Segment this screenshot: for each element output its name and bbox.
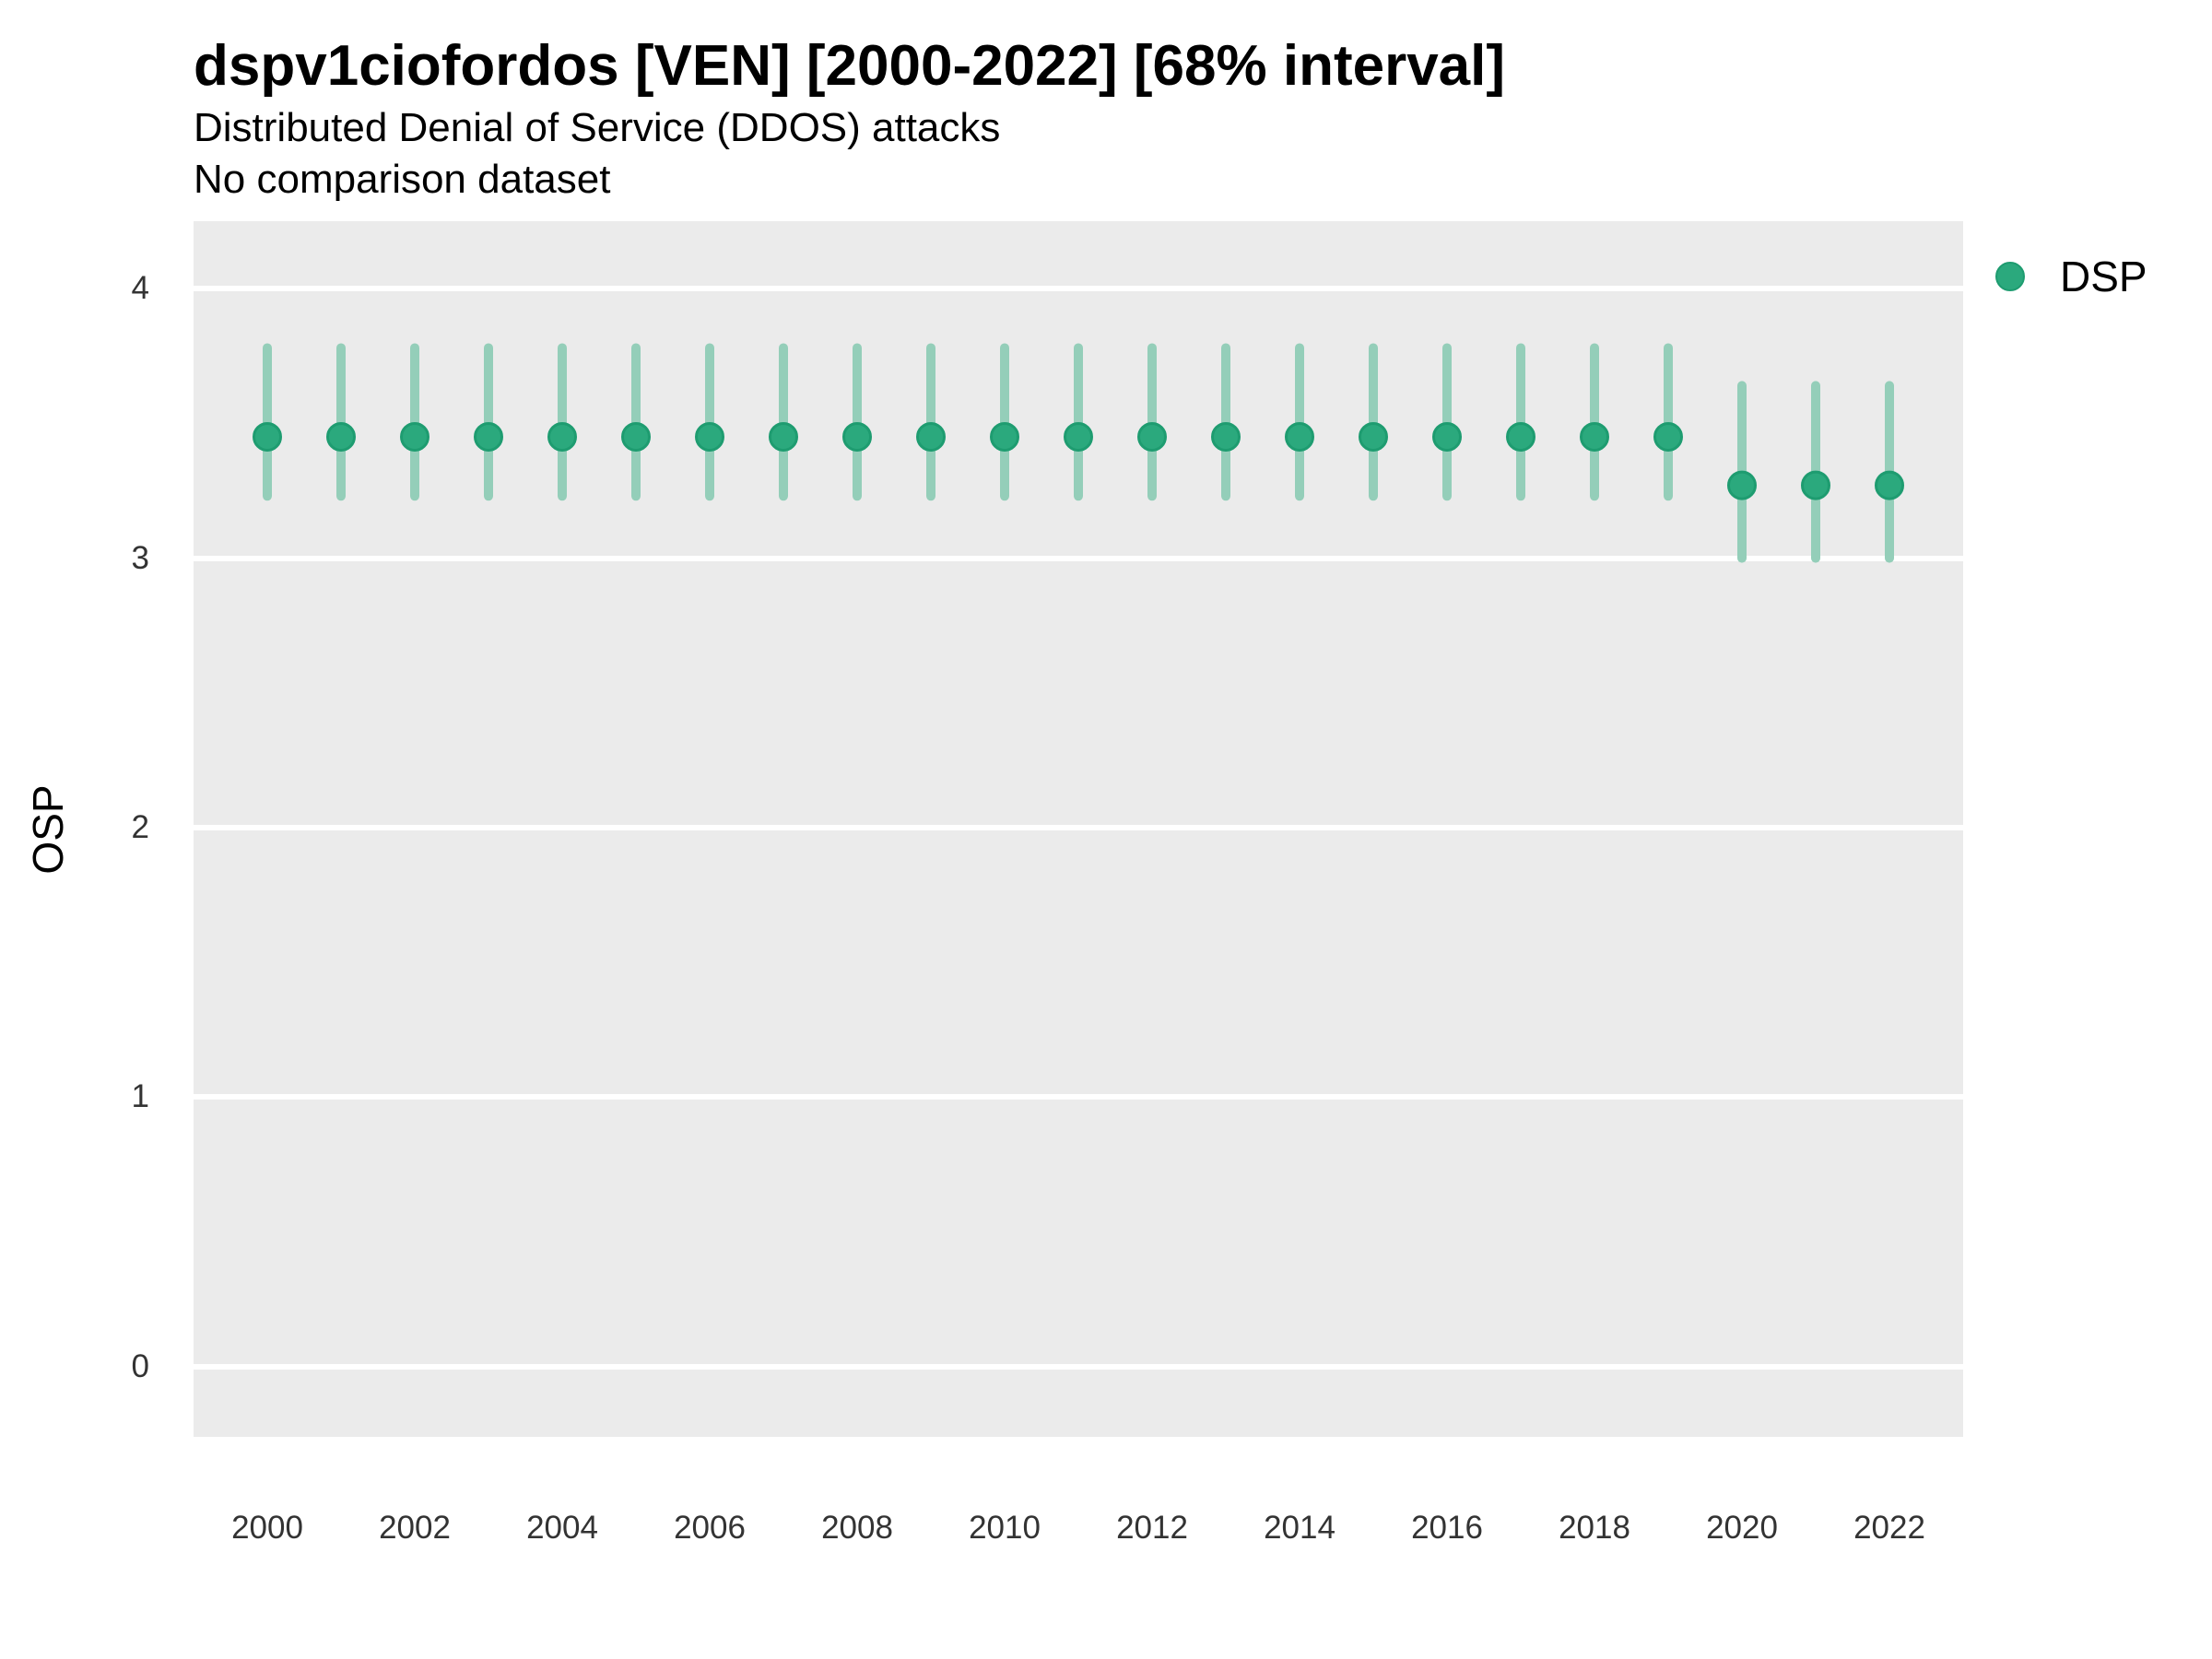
chart-title: dspv1ciofordos [VEN] [2000-2022] [68% in… <box>194 34 1506 98</box>
y-tick-label: 1 <box>131 1078 149 1115</box>
x-tick-label: 2018 <box>1559 1510 1630 1546</box>
gridline-y-1 <box>194 1094 1963 1100</box>
x-tick-label: 2012 <box>1116 1510 1188 1546</box>
y-tick-label: 2 <box>131 809 149 846</box>
point-marker-2003 <box>474 421 503 452</box>
y-tick-label: 4 <box>131 270 149 307</box>
point-marker-2005 <box>621 421 651 452</box>
point-marker-2019 <box>1653 421 1683 452</box>
point-marker-2002 <box>400 421 429 452</box>
gridline-y-0 <box>194 1363 1963 1370</box>
point-marker-2011 <box>1064 421 1093 452</box>
x-tick-label: 2016 <box>1411 1510 1483 1546</box>
point-marker-2020 <box>1727 470 1757 500</box>
point-marker-2008 <box>842 421 872 452</box>
x-tick-label: 2006 <box>674 1510 746 1546</box>
x-tick-label: 2004 <box>526 1510 598 1546</box>
point-marker-2000 <box>253 421 282 452</box>
point-marker-2010 <box>990 421 1019 452</box>
chart-subtitle: Distributed Denial of Service (DDOS) att… <box>194 105 1001 150</box>
gridline-y-3 <box>194 555 1963 561</box>
point-marker-2007 <box>769 421 798 452</box>
y-tick-label: 3 <box>131 539 149 576</box>
x-tick-label: 2010 <box>969 1510 1041 1546</box>
point-marker-2021 <box>1801 470 1830 500</box>
x-tick-label: 2020 <box>1706 1510 1778 1546</box>
point-marker-2013 <box>1211 421 1241 452</box>
point-marker-2012 <box>1137 421 1167 452</box>
pointrange-marks <box>253 343 1904 563</box>
gridline-y-4 <box>194 286 1963 292</box>
x-tick-label: 2022 <box>1853 1510 1925 1546</box>
point-marker-2016 <box>1432 421 1462 452</box>
chart-note: No comparison dataset <box>194 157 611 202</box>
x-tick-label: 2014 <box>1264 1510 1335 1546</box>
point-marker-2001 <box>326 421 356 452</box>
point-marker-2015 <box>1359 421 1388 452</box>
legend-series-label: DSP <box>2060 253 2147 300</box>
point-marker-2022 <box>1875 470 1904 500</box>
point-marker-2006 <box>695 421 724 452</box>
x-tick-label: 2008 <box>821 1510 893 1546</box>
plot-panel <box>194 221 1963 1437</box>
gridline-y-2 <box>194 825 1963 831</box>
point-marker-2018 <box>1580 421 1609 452</box>
point-marker-2004 <box>547 421 577 452</box>
y-tick-label: 0 <box>131 1347 149 1384</box>
point-marker-2009 <box>916 421 946 452</box>
point-marker-2017 <box>1506 421 1535 452</box>
x-tick-label: 2000 <box>231 1510 303 1546</box>
point-marker-2014 <box>1285 421 1314 452</box>
legend-point-icon <box>1995 262 2025 291</box>
x-tick-label: 2002 <box>379 1510 451 1546</box>
